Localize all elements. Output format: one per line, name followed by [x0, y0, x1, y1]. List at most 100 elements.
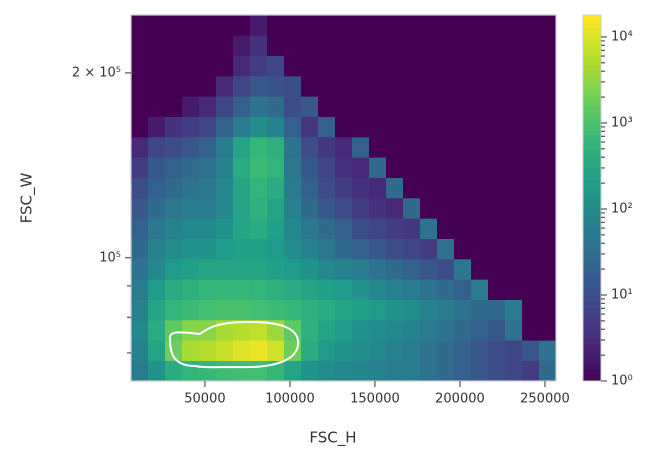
cell — [471, 177, 489, 199]
cell — [233, 116, 251, 138]
cell — [539, 218, 557, 239]
cell — [335, 116, 353, 138]
cell — [233, 360, 251, 382]
colorbar-segment — [583, 45, 601, 53]
cell — [505, 299, 523, 321]
cell — [437, 177, 455, 199]
cell — [165, 55, 183, 77]
cell — [182, 35, 200, 56]
cell — [488, 198, 506, 219]
cell — [522, 15, 540, 36]
cell — [148, 340, 166, 361]
cell — [505, 320, 523, 341]
colorbar-segment — [583, 362, 601, 370]
cell — [165, 96, 183, 117]
cell — [131, 279, 149, 300]
cell — [352, 198, 370, 219]
colorbar-tick-label: 10¹ — [611, 287, 633, 302]
cell — [131, 76, 149, 97]
cell — [148, 279, 166, 300]
cell — [420, 360, 438, 382]
colorbar-segment — [583, 228, 601, 236]
cell — [182, 157, 200, 178]
cell — [318, 76, 336, 97]
colorbar-segment — [583, 167, 601, 175]
cell — [182, 96, 200, 117]
cell — [454, 340, 472, 361]
cell — [216, 198, 234, 219]
cell — [352, 218, 370, 239]
colorbar-segment — [583, 185, 601, 193]
cell — [386, 238, 404, 260]
cell — [335, 320, 353, 341]
cell — [267, 96, 285, 117]
cell — [352, 279, 370, 300]
colorbar-segment — [583, 63, 601, 71]
cell — [522, 137, 540, 158]
cell — [420, 259, 438, 280]
colorbar-segment — [583, 198, 601, 205]
cell — [488, 137, 506, 158]
cell — [420, 55, 438, 77]
cell — [335, 198, 353, 219]
cell — [318, 320, 336, 341]
cell — [318, 15, 336, 36]
cell — [182, 238, 200, 260]
cell — [471, 279, 489, 300]
cell — [369, 15, 387, 36]
cell — [488, 259, 506, 280]
cell — [437, 198, 455, 219]
cell — [199, 96, 217, 117]
cell — [216, 299, 234, 321]
colorbar-segment — [583, 124, 601, 132]
cell — [284, 299, 302, 321]
cell — [420, 116, 438, 138]
cell — [335, 55, 353, 77]
cell — [386, 218, 404, 239]
colorbar-segment — [583, 57, 601, 65]
cell — [437, 35, 455, 56]
cell — [454, 157, 472, 178]
cell — [454, 218, 472, 239]
cell — [182, 76, 200, 97]
cell — [148, 55, 166, 77]
cell — [216, 116, 234, 138]
cell — [199, 340, 217, 361]
cell — [301, 96, 319, 117]
cell — [420, 137, 438, 158]
cell — [471, 96, 489, 117]
cell — [386, 116, 404, 138]
cell — [233, 96, 251, 117]
cell — [539, 137, 557, 158]
cell — [488, 218, 506, 239]
cell — [131, 55, 149, 77]
cell — [216, 35, 234, 56]
cell — [284, 96, 302, 117]
colorbar-segment — [583, 33, 601, 40]
cell — [284, 279, 302, 300]
cell — [522, 320, 540, 341]
cell — [420, 15, 438, 36]
cell — [403, 15, 421, 36]
cell — [369, 177, 387, 199]
cell — [437, 340, 455, 361]
cell — [539, 299, 557, 321]
colorbar-segment — [583, 82, 601, 89]
cell — [522, 116, 540, 138]
cell — [505, 116, 523, 138]
cell — [420, 35, 438, 56]
cell — [403, 198, 421, 219]
cell — [522, 340, 540, 361]
cell — [471, 340, 489, 361]
colorbar-tick-label: 10⁴ — [611, 29, 633, 44]
colorbar-segment — [583, 374, 601, 382]
cell — [522, 279, 540, 300]
cell — [386, 55, 404, 77]
cell — [437, 320, 455, 341]
cell — [318, 157, 336, 178]
cell — [369, 116, 387, 138]
cell — [182, 299, 200, 321]
y-tick-label: 10⁵ — [99, 250, 121, 265]
cell — [522, 238, 540, 260]
cell — [539, 177, 557, 199]
